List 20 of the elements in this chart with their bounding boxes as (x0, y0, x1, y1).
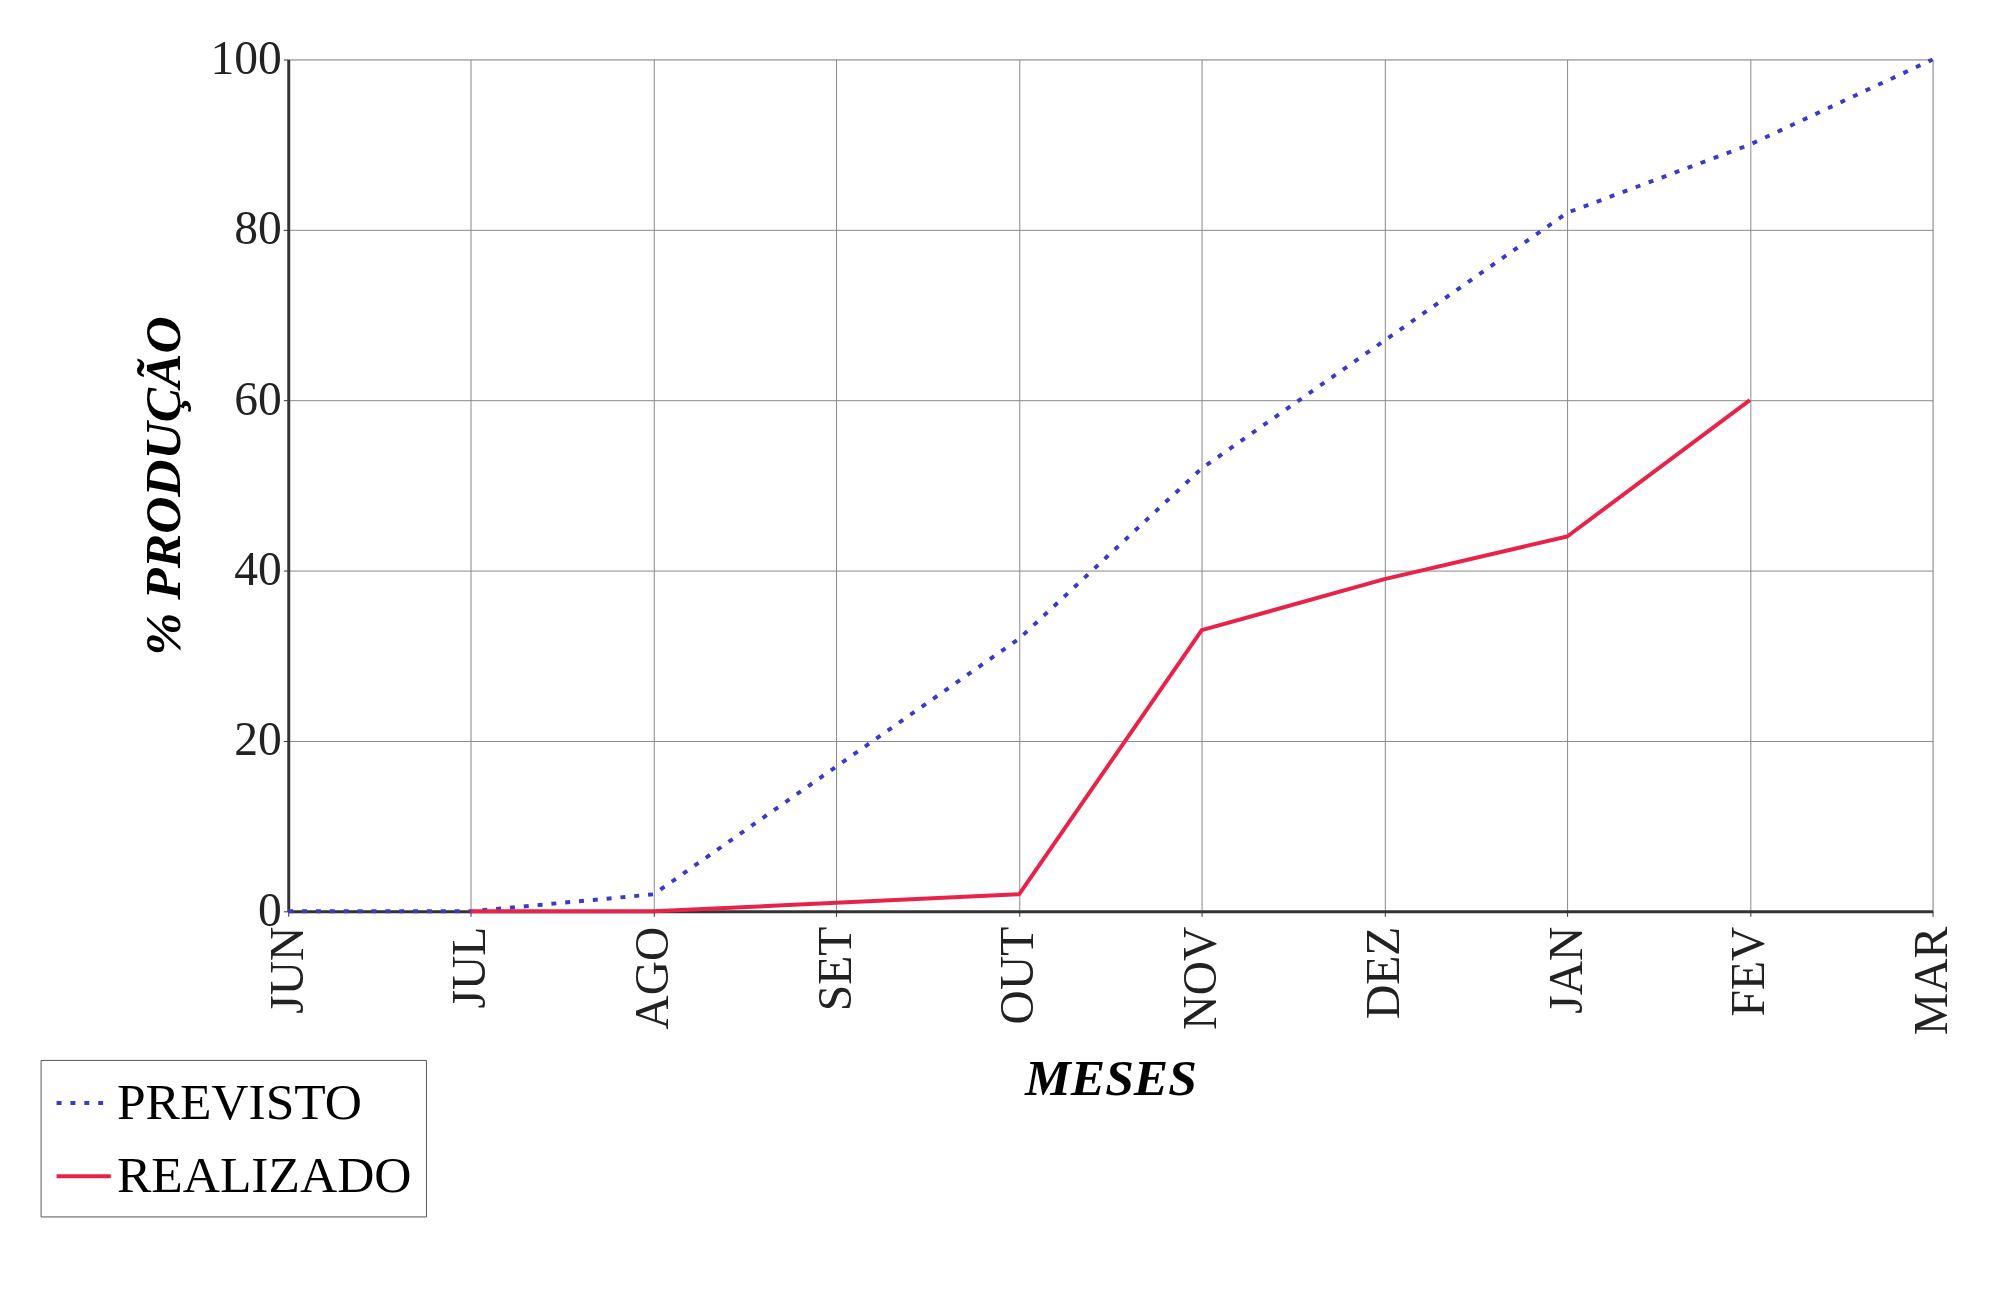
x-tick-label: JUL (443, 926, 496, 1009)
x-tick-label: NOV (1174, 926, 1227, 1030)
x-tick-label: JAN (1539, 926, 1592, 1014)
line-series (286, 57, 1935, 914)
x-axis-title: MESES (1024, 1049, 1197, 1107)
legend-label: PREVISTO (116, 1072, 363, 1130)
y-tick-label: 100 (210, 31, 282, 84)
x-tick-label: DEZ (1356, 926, 1409, 1020)
x-tick-label: MAR (1904, 926, 1957, 1035)
line-series (468, 398, 1752, 914)
y-tick-label: 20 (234, 713, 282, 766)
y-tick-label: 40 (234, 542, 282, 595)
x-tick-label: AGO (626, 926, 679, 1030)
x-tick-label: OUT (991, 926, 1044, 1025)
x-tick-label: FEV (1722, 926, 1775, 1017)
y-tick-label: 60 (234, 372, 282, 425)
y-tick-label: 80 (234, 202, 282, 255)
legend-label: REALIZADO (116, 1146, 412, 1204)
y-axis-title: % PRODUÇÃO (133, 316, 191, 656)
x-tick-label: SET (808, 926, 861, 1012)
